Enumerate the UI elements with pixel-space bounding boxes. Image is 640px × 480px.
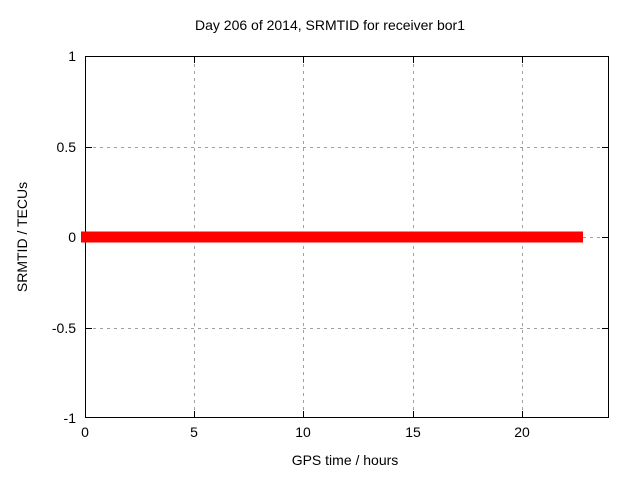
x-tick-bottom: [194, 411, 195, 417]
x-tick-label: 20: [514, 424, 530, 440]
x-tick-top: [413, 57, 414, 63]
x-tick-top: [522, 57, 523, 63]
x-tick-label: 10: [295, 424, 311, 440]
series-line-srmtid: [81, 231, 583, 243]
y-tick-label: 1: [68, 48, 76, 64]
chart-title: Day 206 of 2014, SRMTID for receiver bor…: [194, 17, 466, 33]
x-tick-bottom: [303, 411, 304, 417]
y-gridline: [86, 147, 608, 148]
y-tick-right: [602, 147, 608, 148]
y-tick-left: [86, 147, 92, 148]
y-gridline: [86, 328, 608, 329]
y-tick-label: 0: [68, 229, 76, 245]
y-tick-label: 0.5: [56, 139, 76, 155]
x-tick-label: 15: [405, 424, 421, 440]
y-tick-left: [86, 328, 92, 329]
y-tick-right: [602, 328, 608, 329]
x-tick-bottom: [413, 411, 414, 417]
x-tick-label: 5: [190, 424, 198, 440]
y-tick-label: -0.5: [51, 320, 76, 336]
x-tick-label: 0: [81, 424, 89, 440]
x-tick-top: [303, 57, 304, 63]
x-tick-bottom: [522, 411, 523, 417]
y-tick-label: -1: [63, 410, 76, 426]
x-axis-label: GPS time / hours: [291, 452, 399, 468]
y-tick-right: [602, 237, 608, 238]
x-tick-top: [194, 57, 195, 63]
